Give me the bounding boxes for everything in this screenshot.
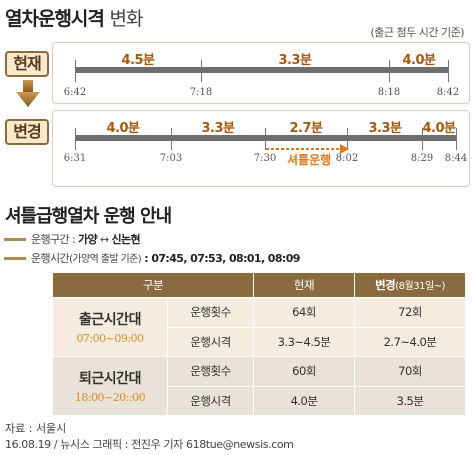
time-values: : 07:45, 07:53, 08:01, 08:09	[141, 252, 300, 265]
changed-timeline: 4.0분 3.3분 2.7분 3.3분 4.0분 6:31 7:03 7:30 …	[52, 110, 470, 187]
current-time: 6:42	[63, 87, 87, 98]
title-main: 열차운행시격	[5, 8, 105, 30]
changed-interval: 4.0분	[106, 121, 141, 136]
schedule-table: 구분 현재 변경(8월31일~) 출근시간대 07:00~09:00 운행횟수 …	[52, 272, 466, 416]
changed-time: 6:31	[63, 153, 87, 164]
group-cell: 퇴근시간대 18:00~20::00	[52, 356, 168, 416]
changed-tick	[456, 128, 457, 150]
changed-time: 8:44	[444, 153, 468, 164]
shuttle-label: 셔틀운행	[287, 153, 332, 167]
route-prefix: 운행구간 :	[31, 233, 78, 246]
current-interval: 4.0분	[402, 53, 437, 68]
changed-time: 8:29	[410, 153, 434, 164]
changed-label: 변경	[5, 119, 49, 145]
table-row: 운행시격 4.0분 3.5분	[53, 385, 466, 416]
changed-tick	[347, 128, 348, 150]
header-changed-note: (8월31일~)	[395, 281, 445, 292]
section-title: 셔틀급행열차 운행 안내	[5, 206, 172, 227]
changed-tick	[265, 128, 266, 150]
current-time: 8:18	[377, 87, 401, 98]
changed-time: 7:30	[253, 153, 277, 164]
changed-tick	[422, 128, 423, 150]
current-time: 8:42	[436, 87, 460, 98]
table-row: 퇴근시간대 18:00~20::00 운행횟수 60회 70회	[52, 356, 466, 416]
arrow-down-icon	[16, 80, 40, 107]
group-cell: 출근시간대 07:00~09:00	[52, 297, 168, 357]
current-tick	[75, 60, 76, 82]
current-tick	[448, 60, 449, 82]
source-text: 자료 : 서울시	[5, 422, 67, 435]
time-prefix: 운행시간	[31, 252, 70, 265]
current-tick	[389, 60, 390, 82]
changed-interval: 3.3분	[368, 121, 403, 136]
route-info: 운행구간 : 가양 ↔ 신논현	[31, 231, 141, 247]
credit-text: 16.08.19 / 뉴시스 그래픽 : 전진우 기자 618tue@newsi…	[5, 438, 294, 451]
table-row: 출근시간대 07:00~09:00 운행횟수 64회 72회	[52, 297, 466, 357]
item-cell: 운행횟수	[167, 297, 254, 328]
header-current: 현재	[253, 272, 355, 298]
route-to: 신논현	[111, 233, 141, 246]
current-timeline: 4.5분 3.3분 4.0분 6:42 7:18 8:18 8:42	[52, 42, 470, 104]
group-name: 출근시간대	[79, 312, 141, 328]
time-note: (가양역 출발 기준)	[69, 254, 142, 265]
changed-cell: 3.5분	[354, 385, 466, 416]
changed-interval: 2.7분	[289, 121, 324, 136]
current-label: 현재	[5, 51, 49, 77]
changed-time: 7:03	[159, 153, 183, 164]
changed-interval: 3.3분	[201, 121, 236, 136]
changed-time: 8:02	[335, 153, 359, 164]
header-category: 구분	[52, 272, 254, 298]
current-interval: 4.5분	[121, 53, 156, 68]
current-tick	[201, 60, 202, 82]
group-hours: 07:00~09:00	[76, 332, 144, 345]
info-bullet	[4, 257, 26, 260]
title-suffix: 변화	[109, 8, 144, 30]
time-info: 운행시간(가양역 출발 기준) : 07:45, 07:53, 08:01, 0…	[31, 250, 300, 266]
current-time: 7:18	[189, 87, 213, 98]
changed-tick	[171, 128, 172, 150]
info-bullet	[4, 238, 26, 241]
current-cell: 3.3~4.5분	[253, 326, 355, 357]
changed-cell: 2.7~4.0분	[354, 326, 466, 357]
current-cell: 60회	[253, 356, 355, 387]
current-interval: 3.3분	[278, 53, 313, 68]
item-cell: 운행횟수	[167, 356, 254, 387]
changed-interval: 4.0분	[422, 121, 457, 136]
changed-tick	[75, 128, 76, 150]
group-hours: 18:00~20::00	[74, 391, 146, 404]
changed-cell: 72회	[354, 297, 466, 328]
item-cell: 운행시격	[167, 385, 254, 416]
current-cell: 4.0분	[253, 385, 355, 416]
shuttle-arrow-icon	[266, 144, 349, 154]
header-changed-main: 변경	[375, 278, 396, 292]
item-cell: 운행시격	[167, 326, 254, 357]
route-arrow: ↔	[97, 233, 112, 246]
changed-cell: 70회	[354, 356, 466, 387]
page-title: 열차운행시격 변화	[5, 4, 144, 31]
current-cell: 64회	[253, 297, 355, 328]
header-changed: 변경(8월31일~)	[354, 272, 466, 298]
route-from: 가양	[77, 233, 98, 246]
table-row: 운행시격 3.3~4.5분 2.7~4.0분	[53, 326, 466, 357]
group-name: 퇴근시간대	[79, 371, 141, 387]
baseline-note: (출근 첨두 시간 기준)	[370, 26, 464, 39]
current-bar	[75, 67, 448, 73]
